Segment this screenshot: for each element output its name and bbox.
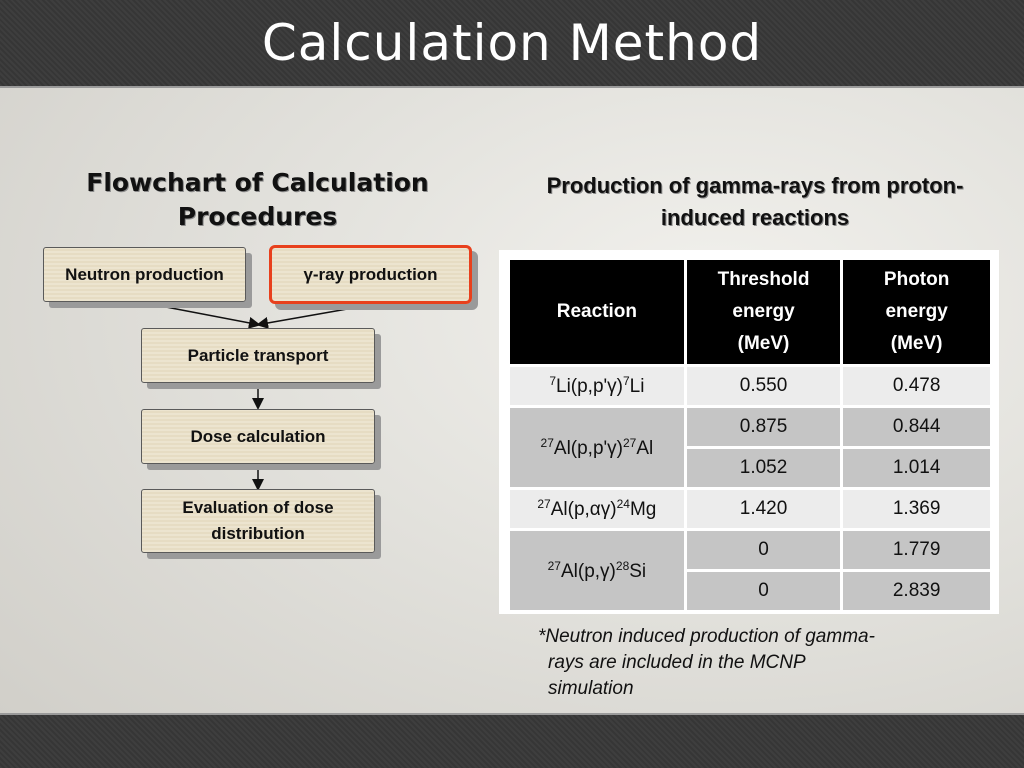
reaction-superscript: 27: [547, 558, 561, 573]
reaction-text: Li: [629, 376, 645, 397]
table-row: 27Al(p,γ)28Si 0 1.779: [510, 531, 990, 610]
arrow-gamma-to-transport: [256, 304, 371, 329]
header-photon: Photon energy (MeV): [843, 260, 990, 364]
photon-cell: 0.844: [843, 408, 990, 446]
evaluation-label: Evaluation of dose distribution: [182, 495, 333, 547]
table-header-row: Reaction Threshold energy (MeV) Photon e…: [510, 260, 990, 364]
reaction-text: Al(p,αγ): [550, 499, 617, 520]
table-row: 1.052 1.014: [510, 449, 990, 487]
threshold-cell: 0.550: [686, 367, 841, 405]
photon-cell: 2.839: [843, 572, 990, 610]
table-heading-line2: induced reactions: [660, 205, 850, 230]
neutron-production-box: Neutron production: [43, 247, 246, 302]
dose-calculation-box: Dose calculation: [141, 409, 375, 464]
gamma-production-label: γ-ray production: [303, 264, 438, 284]
flowchart-heading: Flowchart of Calculation Procedures: [60, 166, 455, 234]
reaction-superscript: 7: [622, 374, 630, 388]
flowchart-heading-line2: Procedures: [177, 202, 338, 231]
neutron-production-label: Neutron production: [65, 264, 224, 284]
footnote: *Neutron induced production of gamma- ra…: [538, 624, 958, 702]
reaction-table-container: Reaction Threshold energy (MeV) Photon e…: [499, 250, 999, 614]
header-photon-line2: energy: [885, 301, 948, 322]
reaction-text: Si: [629, 560, 647, 582]
reaction-text: Li(p,p'γ): [556, 376, 623, 397]
footnote-line3: simulation: [548, 678, 634, 699]
reaction-text: Al(p,p'γ): [553, 437, 623, 459]
photon-cell: 1.369: [843, 490, 990, 528]
threshold-cell: 0: [686, 572, 841, 610]
table-row: 27Al(p,αγ)24Mg 1.420 1.369: [510, 490, 990, 528]
reaction-cell: 27Al(p,p'γ)27Al: [510, 408, 684, 487]
reaction-superscript: 24: [616, 497, 630, 511]
threshold-cell: 0: [686, 531, 841, 569]
bottom-bar: [0, 713, 1024, 768]
reaction-cell: 27Al(p,αγ)24Mg: [510, 490, 684, 528]
header-threshold-line2: energy: [732, 301, 795, 322]
reaction-superscript: 27: [537, 497, 551, 511]
particle-transport-label: Particle transport: [187, 345, 329, 365]
reaction-text: Al: [636, 437, 654, 459]
title-bar: Calculation Method: [0, 0, 1024, 88]
reaction-cell: 7Li(p,p'γ)7Li: [510, 367, 684, 405]
header-reaction: Reaction: [510, 260, 684, 364]
page-title: Calculation Method: [261, 14, 763, 72]
reaction-cell: 27Al(p,γ)28Si: [510, 531, 684, 610]
header-threshold-line3: (MeV): [737, 333, 790, 354]
photon-cell: 0.478: [843, 367, 990, 405]
reaction-superscript: 28: [615, 558, 630, 573]
photon-cell: 1.014: [843, 449, 990, 487]
evaluation-box: Evaluation of dose distribution: [141, 489, 375, 553]
threshold-cell: 1.052: [686, 449, 841, 487]
footnote-line1: *Neutron induced production of gamma-: [538, 626, 875, 647]
table-row: 0 2.839: [510, 572, 990, 610]
reaction-table: Reaction Threshold energy (MeV) Photon e…: [507, 257, 993, 613]
table-heading: Production of gamma-rays from proton- in…: [515, 170, 995, 234]
threshold-cell: 1.420: [686, 490, 841, 528]
arrow-neutron-to-transport: [144, 302, 261, 329]
reaction-text: Mg: [629, 499, 657, 520]
table-row: 27Al(p,p'γ)27Al 0.875 0.844: [510, 408, 990, 487]
flowchart-heading-line1: Flowchart of Calculation: [86, 168, 429, 197]
header-photon-line3: (MeV): [890, 333, 943, 354]
gamma-production-box: γ-ray production: [269, 245, 472, 304]
footnote-line2: rays are included in the MCNP: [548, 652, 806, 673]
reaction-text: Al(p,γ): [560, 560, 616, 582]
evaluation-label-line1: Evaluation of dose: [182, 498, 334, 517]
header-threshold-line1: Threshold: [717, 269, 810, 290]
table-row: 7Li(p,p'γ)7Li 0.550 0.478: [510, 367, 990, 405]
evaluation-label-line2: distribution: [211, 524, 305, 543]
table-heading-line1: Production of gamma-rays from proton-: [546, 173, 964, 198]
reaction-superscript: 7: [549, 374, 556, 388]
reaction-superscript: 27: [540, 435, 554, 450]
header-photon-line1: Photon: [883, 269, 950, 290]
reaction-superscript: 27: [622, 435, 637, 450]
photon-cell: 1.779: [843, 531, 990, 569]
threshold-cell: 0.875: [686, 408, 841, 446]
dose-calculation-label: Dose calculation: [190, 426, 326, 446]
particle-transport-box: Particle transport: [141, 328, 375, 383]
header-threshold: Threshold energy (MeV): [686, 260, 841, 364]
